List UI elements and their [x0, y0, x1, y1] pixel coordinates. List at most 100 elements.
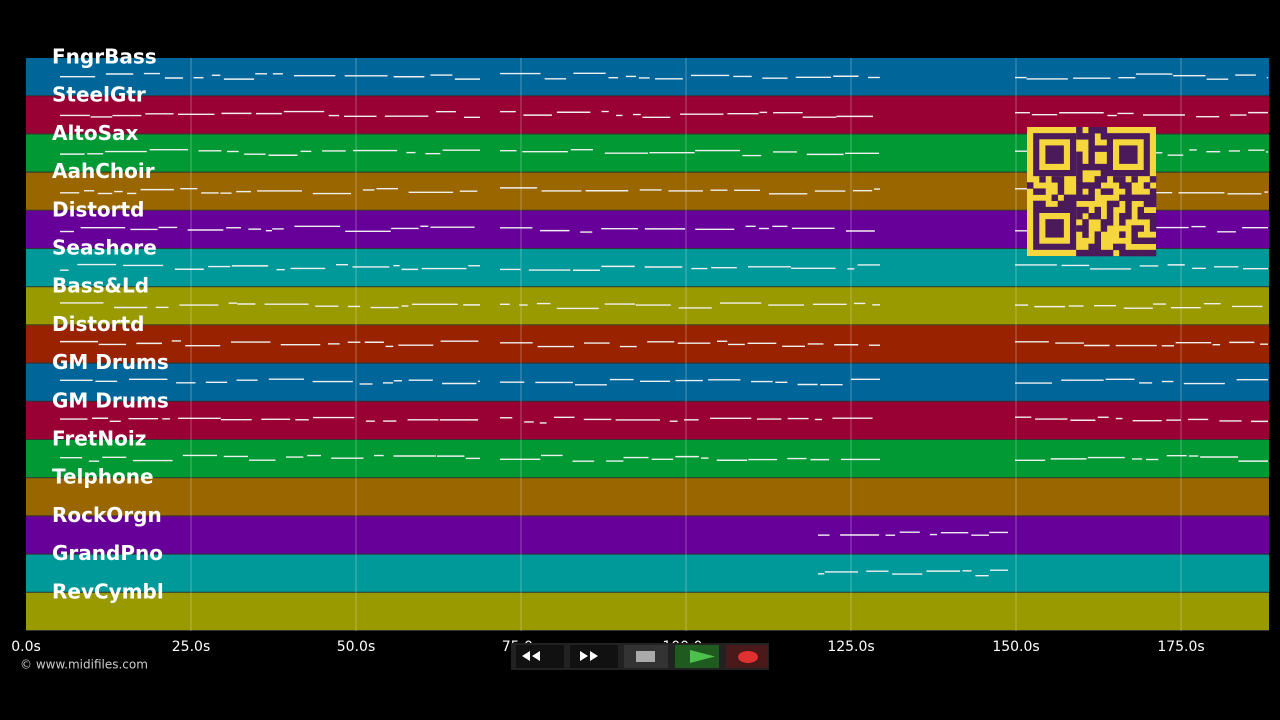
qr-module [1082, 133, 1089, 140]
qr-module [1088, 157, 1095, 165]
qr-module [1057, 176, 1065, 183]
qr-module [1149, 176, 1157, 183]
time-label: 50.0s [337, 639, 375, 655]
qr-module [1137, 249, 1145, 257]
qr-module [1119, 243, 1126, 251]
tracks [26, 58, 1269, 631]
qr-module [1088, 127, 1095, 134]
qr-module [1039, 200, 1046, 208]
transport-controls [511, 643, 769, 670]
forward-icon [580, 651, 598, 661]
qr-module [1149, 249, 1157, 257]
qr-module [1063, 200, 1071, 208]
qr-module [1070, 194, 1077, 202]
qr-module [1143, 249, 1151, 257]
track-band [26, 325, 1269, 364]
qr-module [1076, 213, 1083, 220]
track-label: Distortd [52, 197, 144, 221]
time-label: 125.0s [827, 639, 874, 655]
qr-module [1143, 182, 1151, 189]
qr-module [1149, 213, 1157, 220]
qr-module [1039, 176, 1046, 183]
qr-module [1094, 176, 1102, 183]
stop-button[interactable] [624, 645, 668, 668]
notes [60, 72, 1268, 577]
track-label: RockOrgn [52, 503, 162, 527]
qr-module [1094, 231, 1102, 238]
forward-button[interactable] [570, 645, 618, 668]
qr-module [1082, 219, 1089, 226]
rewind-button[interactable] [516, 645, 564, 668]
qr-module [1125, 194, 1132, 202]
qr-module [1088, 139, 1095, 146]
qr-module [1094, 213, 1102, 220]
qr-module [1088, 145, 1095, 152]
qr-module [1088, 194, 1095, 202]
track-label: GM Drums [52, 388, 169, 412]
qr-module [1100, 249, 1108, 257]
qr-module [1100, 219, 1108, 226]
play-button[interactable] [675, 645, 719, 668]
qr-module [1088, 188, 1095, 195]
qr-module [1088, 243, 1095, 251]
time-label: 175.0s [1157, 639, 1204, 655]
track-band [26, 478, 1269, 517]
qr-code [1027, 127, 1157, 257]
qr-module [1076, 133, 1083, 140]
track-band [26, 554, 1269, 593]
qr-module [1106, 206, 1114, 214]
qr-module [1119, 231, 1126, 238]
qr-module [1033, 200, 1040, 208]
qr-module [1137, 237, 1145, 245]
time-label: 150.0s [992, 639, 1039, 655]
qr-module [1100, 133, 1108, 140]
record-icon [738, 651, 758, 663]
qr-module [1149, 219, 1157, 226]
qr-module [1076, 206, 1083, 214]
qr-module [1131, 231, 1138, 238]
qr-module [1106, 188, 1114, 195]
qr-module [1082, 163, 1089, 171]
qr-module [1106, 213, 1114, 220]
qr-module [1119, 249, 1126, 257]
qr-pattern [1027, 127, 1157, 257]
qr-finder-core [1119, 145, 1138, 164]
qr-module [1076, 182, 1083, 189]
qr-module [1143, 200, 1151, 208]
qr-module [1076, 225, 1083, 232]
qr-module [1076, 249, 1083, 257]
qr-module [1076, 151, 1083, 159]
qr-module [1137, 213, 1145, 220]
qr-module [1100, 145, 1108, 152]
track-label: AltoSax [52, 121, 139, 145]
qr-finder-core [1045, 219, 1064, 238]
qr-module [1125, 200, 1132, 208]
time-label: 0.0s [11, 639, 41, 655]
qr-module [1076, 194, 1083, 202]
qr-module [1051, 176, 1059, 183]
qr-module [1076, 188, 1083, 195]
qr-module [1076, 157, 1083, 165]
track-label: Telphone [52, 465, 154, 489]
qr-module [1106, 200, 1114, 208]
qr-module [1076, 163, 1083, 171]
qr-module [1063, 194, 1071, 202]
qr-module [1131, 194, 1138, 202]
qr-module [1119, 176, 1126, 183]
qr-module [1088, 133, 1095, 140]
qr-module [1076, 127, 1083, 134]
record-button[interactable] [726, 645, 768, 668]
qr-module [1088, 182, 1095, 189]
qr-module [1094, 206, 1102, 214]
qr-module [1094, 127, 1102, 134]
track-label: AahChoir [52, 159, 155, 183]
qr-module [1082, 206, 1089, 214]
qr-module [1088, 163, 1095, 171]
track-label: Seashore [52, 236, 157, 260]
qr-module [1125, 249, 1132, 257]
track-band [26, 592, 1269, 631]
qr-module [1088, 213, 1095, 220]
qr-module [1094, 145, 1102, 152]
qr-module [1100, 188, 1108, 195]
